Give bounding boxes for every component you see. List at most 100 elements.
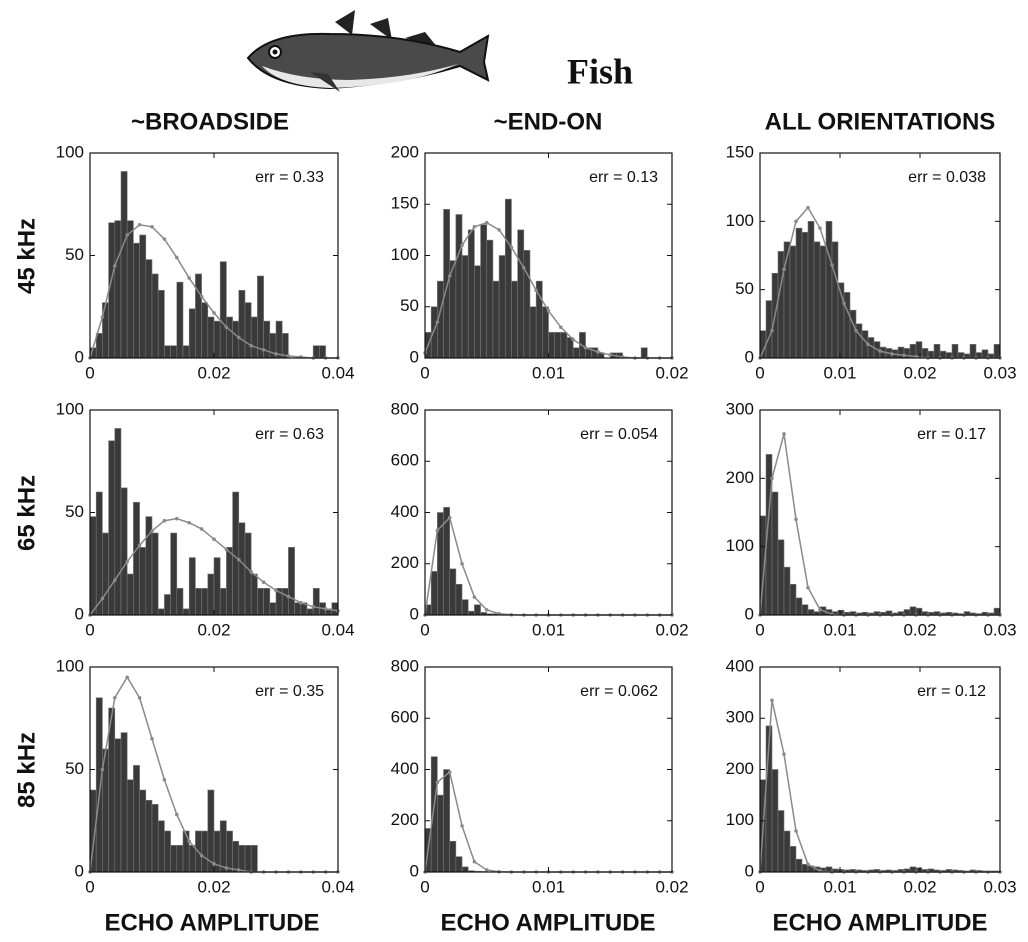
fit-point [770, 328, 774, 333]
bar [783, 566, 791, 616]
y-tick-label: 100 [726, 536, 754, 555]
bar [801, 604, 809, 616]
annotation: err = 0.63 [255, 426, 324, 443]
fit-point [854, 328, 858, 333]
fit-point [113, 695, 117, 700]
bar [182, 345, 190, 359]
fit-point [571, 337, 575, 342]
bar [102, 532, 109, 616]
y-tick-label: 400 [726, 656, 754, 675]
fit-point [782, 752, 786, 756]
bar [825, 221, 833, 359]
y-tick-label: 100 [56, 399, 84, 418]
fit-point [818, 226, 822, 230]
x-tick-label: 0.02 [197, 363, 230, 382]
fit-point [187, 839, 191, 844]
fit-point [237, 335, 241, 340]
bar [461, 866, 469, 873]
fit-point [212, 311, 216, 315]
bar [263, 588, 271, 616]
fit-point [187, 520, 191, 525]
fit-point [596, 350, 600, 354]
y-tick-label: 0 [410, 861, 419, 880]
bar [789, 583, 797, 616]
fit-point [137, 222, 142, 227]
bar [176, 588, 184, 616]
bar [319, 345, 326, 359]
bar [126, 779, 134, 873]
fit-point [460, 824, 464, 828]
fit-point [237, 557, 241, 562]
fit-point [806, 585, 810, 590]
fit-point [224, 325, 229, 330]
bar [548, 332, 555, 359]
bar [244, 302, 252, 359]
bar [542, 306, 549, 359]
bar [201, 588, 209, 616]
bar [133, 501, 140, 616]
bar [474, 265, 481, 359]
bar [492, 280, 500, 359]
fit-point [830, 263, 834, 267]
y-tick-label: 150 [726, 142, 754, 161]
fit-point [866, 342, 870, 347]
bar [95, 491, 103, 616]
y-tick-label: 0 [75, 861, 84, 880]
fit-point [472, 225, 477, 229]
x-tick-label: 0 [755, 620, 764, 639]
x-axis-label: ECHO AMPLITUDE [104, 909, 319, 936]
fit-point [770, 476, 774, 481]
fit-point [162, 777, 167, 782]
bar [504, 198, 512, 359]
fit-point [224, 866, 229, 870]
bar [777, 810, 785, 873]
fit-point [794, 219, 798, 224]
bar [164, 830, 171, 873]
fit-point [484, 220, 489, 225]
bar [789, 846, 797, 873]
bar [288, 547, 295, 616]
annotation: err = 0.13 [589, 169, 658, 186]
bar [133, 765, 140, 873]
bar [517, 229, 525, 359]
bar [443, 769, 450, 873]
bar [195, 273, 202, 359]
fit-point [447, 274, 452, 278]
bar [238, 522, 246, 616]
bar [933, 344, 941, 359]
bar [232, 840, 240, 873]
row-label: 45 kHz [13, 218, 40, 294]
bar [855, 323, 863, 359]
bar [139, 547, 147, 616]
fit-point [497, 228, 501, 232]
bar [195, 588, 202, 616]
bar [95, 333, 103, 359]
bar [139, 789, 147, 873]
bar [151, 532, 159, 616]
bar [777, 251, 785, 359]
bar [455, 856, 463, 873]
fit-point [199, 294, 204, 299]
fit-point [583, 345, 588, 350]
bar [257, 588, 264, 616]
bar [807, 609, 815, 616]
y-tick-label: 100 [56, 656, 84, 675]
bar [232, 491, 240, 616]
bar [226, 316, 233, 359]
fit-point [435, 528, 440, 533]
bar [443, 209, 450, 359]
x-tick-label: 0 [85, 877, 94, 896]
fit-point [794, 829, 798, 833]
bar [120, 171, 128, 359]
bar [207, 316, 215, 359]
bar [157, 608, 165, 616]
bar [430, 571, 438, 616]
y-tick-label: 50 [735, 279, 754, 298]
bar [226, 547, 233, 616]
bar [250, 573, 258, 616]
bar [449, 568, 457, 616]
bar [331, 602, 339, 616]
fit-point [472, 859, 477, 864]
fit-point [299, 600, 303, 605]
bar [461, 255, 469, 359]
